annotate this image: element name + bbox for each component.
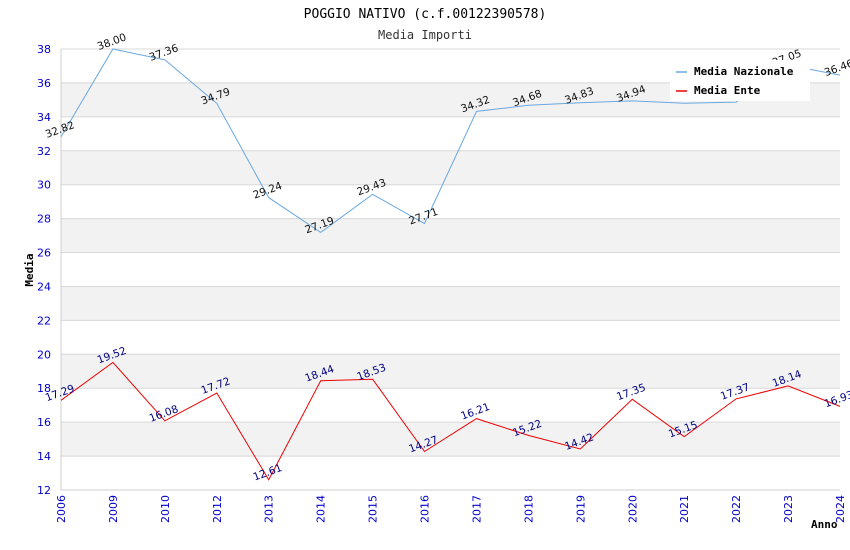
y-tick-label: 20 xyxy=(37,348,51,361)
series-lines xyxy=(60,48,841,481)
grid-band xyxy=(61,116,840,151)
legend-label-ente: Media Ente xyxy=(694,84,761,97)
grid-band xyxy=(61,286,840,321)
y-tick-label: 18 xyxy=(37,382,51,395)
x-tick-label: 2020 xyxy=(626,495,639,523)
x-tick-label: 2010 xyxy=(159,495,172,523)
x-tick-label: 2023 xyxy=(782,495,795,523)
y-tick-label: 32 xyxy=(37,145,51,158)
grid-band xyxy=(61,252,840,287)
y-tick-label: 16 xyxy=(37,416,51,429)
grid-band xyxy=(61,456,840,490)
legend-box xyxy=(670,60,810,101)
y-tick-label: 22 xyxy=(37,314,51,327)
series-line-nazionale xyxy=(60,48,841,234)
x-tick-label: 2006 xyxy=(55,495,68,523)
chart-title: POGGIO NATIVO (c.f.00122390578) xyxy=(304,7,547,22)
x-tick-label: 2017 xyxy=(470,495,483,523)
series-line-ente xyxy=(60,361,841,481)
y-tick-label: 36 xyxy=(37,77,51,90)
x-tick-label: 2018 xyxy=(522,495,535,523)
x-tick-label: 2013 xyxy=(263,495,276,523)
y-tick-label: 24 xyxy=(37,280,51,293)
y-tick-label: 12 xyxy=(37,484,51,497)
y-axis: 12 14 16 18 20 22 24 26 28 30 32 34 36 38 xyxy=(37,43,51,497)
grid-band xyxy=(61,218,840,253)
x-tick-label: 2009 xyxy=(107,495,120,523)
x-tick-label: 2016 xyxy=(419,495,432,523)
x-tick-label: 2012 xyxy=(211,495,224,523)
legend-label-nazionale: Media Nazionale xyxy=(694,65,794,78)
y-tick-label: 14 xyxy=(37,450,51,463)
y-tick-label: 28 xyxy=(37,213,51,226)
y-tick-label: 26 xyxy=(37,247,51,260)
plot-background xyxy=(60,48,840,491)
x-tick-label: 2019 xyxy=(574,495,587,523)
x-axis-title: Anno xyxy=(811,518,838,531)
legend: Media Nazionale Media Ente xyxy=(670,60,810,101)
x-tick-label: 2022 xyxy=(730,495,743,523)
grid-band xyxy=(61,388,840,423)
grid-band xyxy=(61,354,840,389)
x-tick-label: 2015 xyxy=(367,495,380,523)
grid-band xyxy=(61,422,840,457)
chart-subtitle: Media Importi xyxy=(378,28,472,42)
x-tick-label: 2021 xyxy=(678,495,691,523)
y-tick-label: 34 xyxy=(37,111,51,124)
x-tick-label: 2024 xyxy=(834,495,847,523)
y-tick-label: 38 xyxy=(37,43,51,56)
x-tick-label: 2014 xyxy=(315,495,328,523)
grid-band xyxy=(61,320,840,355)
y-tick-label: 30 xyxy=(37,179,51,192)
y-axis-title: Media xyxy=(23,253,36,286)
x-axis: 2006 2009 2010 2012 2013 2014 2015 2016 2017 2018… xyxy=(55,495,847,523)
grid-band xyxy=(61,184,840,219)
